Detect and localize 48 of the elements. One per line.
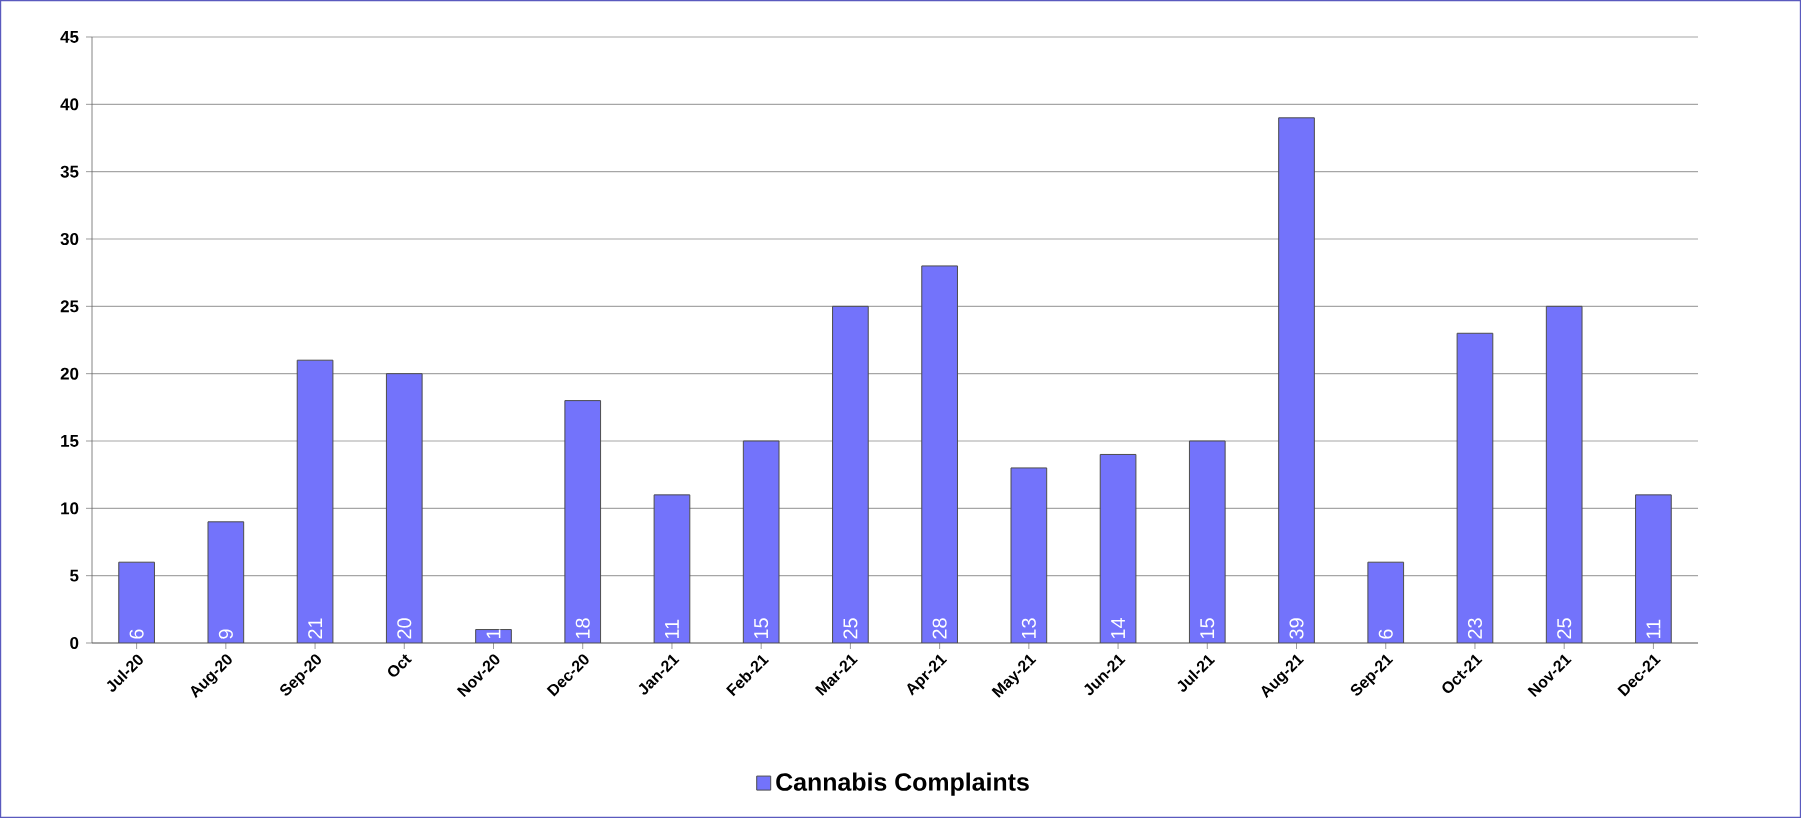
bar — [475, 629, 512, 643]
bar — [385, 373, 423, 643]
bar — [1099, 453, 1137, 643]
data-label: 11 — [665, 619, 679, 639]
y-tick-label: 5 — [70, 569, 79, 582]
legend-label: Cannabis Complaints — [776, 772, 1029, 796]
data-label: 25 — [843, 618, 858, 639]
data-label: 28 — [932, 618, 947, 639]
data-label: 15 — [754, 618, 769, 639]
data-label: 14 — [1111, 618, 1125, 639]
data-label: 21 — [308, 618, 323, 639]
bar — [1188, 440, 1226, 643]
bar — [653, 494, 691, 643]
bar — [921, 265, 958, 643]
bar — [207, 521, 245, 643]
data-label: 9 — [218, 629, 233, 639]
bar — [118, 561, 155, 643]
data-label: 15 — [1200, 618, 1215, 639]
bar — [742, 440, 780, 643]
y-tick-label: 20 — [60, 367, 79, 380]
data-label: 1 — [486, 629, 501, 639]
data-label: 25 — [1557, 618, 1572, 639]
y-tick-label: 10 — [61, 502, 79, 515]
y-tick-label: 30 — [60, 233, 79, 245]
y-tick-label: 45 — [60, 31, 79, 43]
bar — [1278, 117, 1315, 643]
data-label: 11 — [1646, 619, 1661, 639]
data-label: 6 — [129, 629, 144, 639]
y-tick-label: 15 — [61, 435, 79, 447]
bar — [1456, 332, 1494, 643]
bar — [832, 305, 869, 643]
data-label: 6 — [1378, 629, 1393, 639]
y-tick-label: 0 — [70, 637, 79, 649]
data-label: 20 — [397, 618, 412, 639]
y-tick-label: 35 — [60, 165, 79, 178]
bar — [1635, 494, 1672, 643]
y-tick-label: 25 — [60, 300, 79, 313]
data-label: 39 — [1289, 618, 1304, 639]
data-label: 18 — [575, 618, 590, 639]
bar — [1010, 467, 1048, 643]
data-label: 13 — [1021, 618, 1036, 639]
bar — [564, 400, 602, 643]
bar — [1545, 305, 1583, 643]
bar — [296, 359, 334, 643]
y-tick-label: 40 — [60, 98, 79, 111]
data-label: 23 — [1467, 618, 1483, 639]
x-tick-label: Oct — [388, 654, 412, 677]
bar — [1367, 561, 1405, 643]
